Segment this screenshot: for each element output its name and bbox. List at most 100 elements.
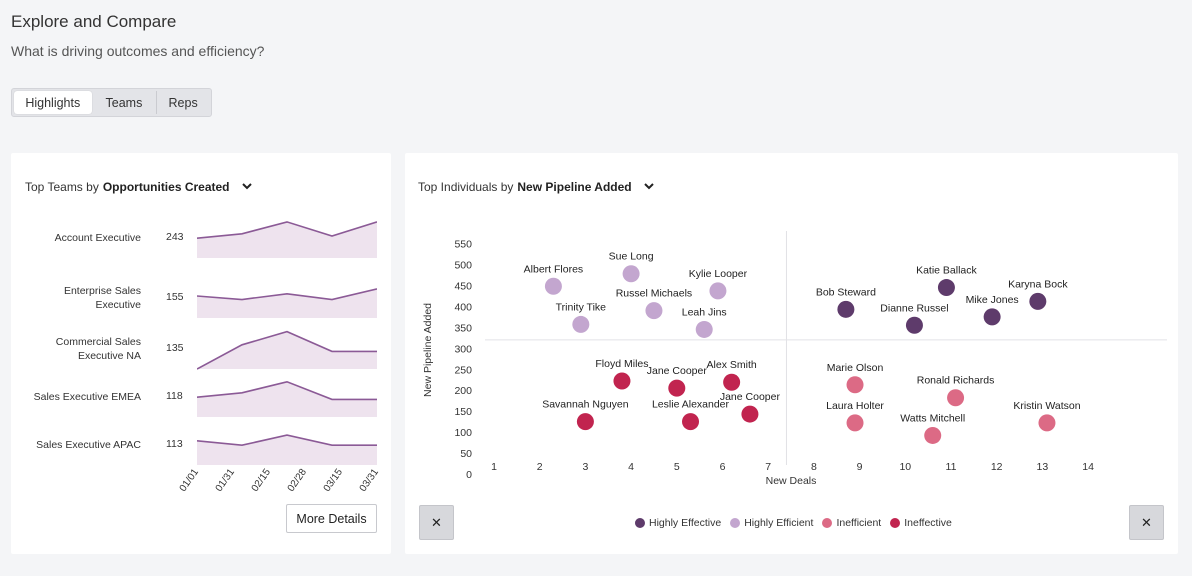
chart-legend: Highly Effective Highly Efficient Ineffici…	[635, 517, 952, 529]
scatter-point	[947, 389, 965, 407]
point-label: Russel Michaels	[616, 288, 692, 300]
x-tick-label: 1	[491, 461, 497, 473]
chevron-down-icon	[241, 182, 252, 193]
point-label: Karyna Bock	[1008, 278, 1068, 290]
point-label: Marie Olson	[827, 362, 884, 374]
y-tick-label: 500	[454, 260, 472, 272]
x-tick-label: 7	[765, 461, 771, 473]
scatter-point	[741, 405, 759, 423]
legend-label: Highly Effective	[649, 517, 722, 529]
team-x-tick: 03/31	[357, 467, 382, 494]
individuals-metric-selector[interactable]: Top Individuals by New Pipeline Added	[418, 180, 654, 194]
tab-teams[interactable]: Teams	[92, 91, 158, 114]
team-row-label: Commercial Sales Executive NA	[55, 336, 141, 362]
legend-dot	[822, 518, 833, 528]
sparkline-line	[197, 288, 377, 301]
legend-dot	[635, 518, 645, 528]
y-tick-label: 550	[454, 239, 472, 251]
x-tick-label: 12	[991, 461, 1003, 473]
point-label: Mike Jones	[966, 294, 1019, 306]
close-icon: ✕	[431, 514, 442, 530]
sparkline-area	[197, 288, 377, 318]
sparkline-line	[197, 434, 377, 447]
y-tick-label: 200	[454, 385, 472, 397]
individuals-metric-value: New Pipeline Added	[517, 180, 632, 194]
x-axis-label: New Deals	[766, 475, 817, 487]
legend-label: Ineffective	[904, 517, 952, 529]
teams-metric-value: Opportunities Created	[102, 180, 230, 194]
close-right-button[interactable]: ✕	[1129, 505, 1164, 540]
teams-metric-prefix: Top Teams by	[25, 180, 99, 194]
y-tick-label: 50	[460, 448, 472, 460]
team-x-tick: 02/28	[285, 467, 310, 494]
y-tick-label: 300	[454, 343, 472, 355]
scatter-point	[1038, 414, 1056, 432]
point-label: Kylie Looper	[689, 268, 748, 280]
x-tick-label: 11	[946, 461, 957, 473]
individuals-metric-prefix: Top Individuals by	[418, 180, 514, 194]
point-label: Trinity Tike	[556, 301, 607, 313]
scatter-point	[905, 316, 923, 334]
point-label: Albert Flores	[524, 263, 584, 275]
team-row-value: 135	[166, 342, 184, 354]
teams-metric-selector[interactable]: Top Teams by Opportunities Created	[25, 180, 252, 194]
team-row-value: 243	[166, 231, 184, 243]
team-row-label: Enterprise Sales Executive	[63, 285, 141, 311]
x-tick-label: 2	[537, 461, 543, 473]
sparkline-line	[197, 330, 377, 370]
scatter-point	[846, 414, 864, 432]
legend-item: Highly Efficient	[730, 517, 813, 529]
close-icon: ✕	[1141, 514, 1152, 530]
x-tick-label: 6	[720, 461, 726, 473]
scatter-point	[682, 413, 700, 431]
x-tick-label: 9	[857, 461, 863, 473]
legend-label: Highly Efficient	[744, 517, 814, 529]
team-sparkline	[197, 434, 377, 465]
point-label: Alex Smith	[707, 359, 757, 371]
team-row-label: Sales Executive APAC	[36, 439, 141, 451]
team-row-label: Account Executive	[54, 232, 141, 244]
scatter-point	[937, 279, 955, 297]
x-tick-label: 10	[899, 461, 911, 473]
page-subtitle: What is driving outcomes and efficiency?	[11, 43, 265, 59]
legend-label: Inefficient	[836, 517, 882, 529]
team-sparkline	[197, 380, 377, 417]
x-tick-label: 3	[582, 461, 588, 473]
point-label: Floyd Miles	[595, 358, 648, 370]
sparkline-area	[197, 381, 377, 417]
scatter-point	[723, 373, 741, 391]
x-tick-label: 13	[1037, 461, 1049, 473]
team-sparkline	[197, 221, 377, 258]
y-axis-label: New Pipeline Added	[422, 303, 434, 397]
tab-highlights[interactable]: Highlights	[14, 91, 92, 114]
legend-item: Highly Effective	[635, 517, 721, 529]
y-tick-label: 100	[454, 427, 472, 439]
y-tick-label: 400	[454, 301, 472, 313]
y-tick-label: 350	[454, 322, 472, 334]
point-label: Leah Jins	[682, 306, 727, 318]
point-label: Leslie Alexander	[652, 399, 730, 411]
close-left-button[interactable]: ✕	[419, 505, 454, 540]
sparkline-area	[197, 331, 377, 369]
more-details-button[interactable]: More Details	[286, 504, 377, 533]
team-row-label: Sales Executive EMEA	[33, 391, 141, 403]
point-label: Watts Mitchell	[900, 412, 965, 424]
team-row-value: 155	[166, 291, 184, 303]
scatter-point	[572, 315, 590, 333]
scatter-point	[709, 282, 727, 300]
team-x-tick: 01/01	[177, 467, 202, 494]
tab-reps[interactable]: Reps	[168, 95, 198, 110]
legend-dot	[730, 518, 741, 528]
scatter-point	[846, 376, 864, 394]
view-tabs: Highlights Teams Reps	[11, 88, 212, 117]
sparkline-area	[197, 435, 377, 465]
point-label: Kristin Watson	[1013, 400, 1080, 412]
team-x-tick: 02/15	[249, 467, 274, 494]
chevron-down-icon	[643, 182, 654, 193]
top-individuals-card: Top Individuals by New Pipeline Added 0 50…	[405, 153, 1178, 554]
scatter-point	[695, 320, 713, 338]
scatter-point	[983, 308, 1001, 326]
sparkline-area	[197, 221, 377, 258]
point-label: Dianne Russel	[880, 302, 948, 314]
x-tick-label: 8	[811, 461, 817, 473]
